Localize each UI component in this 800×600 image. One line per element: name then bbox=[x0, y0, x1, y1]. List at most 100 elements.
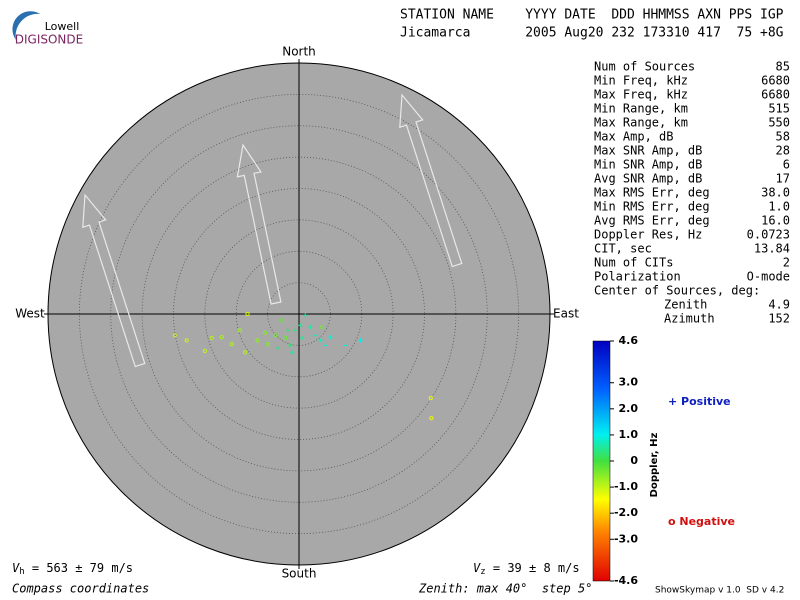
header-values: Jicamarca 2005 Aug20 232 173310 417 75 +… bbox=[400, 26, 784, 41]
zenith-note: Zenith: max 40° step 5° bbox=[418, 582, 592, 596]
stat-value: 13.84 bbox=[754, 242, 790, 256]
colorbar-tick-label: 1.0 bbox=[619, 428, 639, 441]
stat-label: CIT, sec bbox=[594, 242, 652, 256]
colorbar-tick-label: 4.6 bbox=[619, 334, 639, 347]
colorbar-tick-label: -3.0 bbox=[614, 532, 638, 545]
center-value: 152 bbox=[768, 312, 790, 326]
logo-top: Lowell bbox=[45, 20, 80, 33]
stat-value: 6680 bbox=[761, 74, 790, 88]
stat-value: 28 bbox=[776, 144, 790, 158]
stat-value: 0.0723 bbox=[747, 228, 790, 242]
source-negative bbox=[429, 416, 434, 421]
source-negative bbox=[279, 318, 285, 323]
source-negative bbox=[245, 311, 250, 317]
source-negative bbox=[283, 335, 288, 340]
drift-arrow bbox=[82, 193, 146, 368]
source-negative bbox=[172, 333, 177, 338]
stat-value: 38.0 bbox=[761, 186, 790, 200]
v-value: = 563 ± 79 m/s bbox=[25, 561, 133, 575]
source-negative bbox=[219, 335, 224, 340]
source-negative bbox=[255, 338, 260, 343]
colorbar-tick-label: -4.6 bbox=[614, 574, 638, 587]
stat-label: Max Range, km bbox=[594, 116, 688, 130]
stat-value: 16.0 bbox=[761, 214, 790, 228]
compass-west: West bbox=[15, 307, 45, 321]
source-positive bbox=[308, 325, 313, 330]
stat-value: 550 bbox=[768, 116, 790, 130]
v-subscript: z bbox=[480, 567, 485, 577]
source-positive bbox=[285, 328, 290, 333]
stat-label: Min Freq, kHz bbox=[594, 74, 688, 88]
stat-label: Doppler Res, Hz bbox=[594, 228, 702, 242]
logo-bottom: DIGISONDE bbox=[15, 33, 83, 47]
stat-label: Num of Sources bbox=[594, 60, 695, 74]
stat-label: Max Amp, dB bbox=[594, 130, 673, 144]
source-negative bbox=[263, 330, 268, 335]
source-negative bbox=[229, 342, 234, 347]
coords-note: Compass coordinates bbox=[12, 582, 149, 596]
source-positive bbox=[343, 343, 348, 348]
stat-value: 515 bbox=[768, 102, 790, 116]
colorbar-tick-label: 3.0 bbox=[619, 376, 639, 389]
source-positive bbox=[303, 313, 308, 318]
compass-north: North bbox=[282, 45, 316, 59]
center-title: Center of Sources, deg: bbox=[594, 284, 760, 298]
colorbar-ticks: 4.6 3.0 2.0 1.0 0 -1.0 -2.0 -3.0 -4.6 bbox=[610, 334, 638, 587]
stat-label: Max Freq, kHz bbox=[594, 88, 688, 102]
source-positive bbox=[300, 335, 305, 340]
stat-value: O-mode bbox=[747, 270, 790, 284]
source-positive bbox=[288, 343, 293, 348]
version: ShowSkymap v 1.0 SD v 4.2 bbox=[655, 586, 784, 596]
source-negative bbox=[320, 325, 325, 330]
colorbar-tick-label: -2.0 bbox=[614, 506, 638, 519]
drift-arrow bbox=[399, 93, 463, 268]
header-labels: STATION NAME YYYY DATE DDD HHMMSS AXN PP… bbox=[400, 8, 784, 23]
stat-value: 58 bbox=[776, 130, 790, 144]
stat-label: Min Range, km bbox=[594, 102, 688, 116]
source-negative bbox=[242, 350, 248, 355]
stat-value: 6680 bbox=[761, 88, 790, 102]
stat-label: Min RMS Err, deg bbox=[594, 200, 710, 214]
source-positive bbox=[358, 338, 363, 343]
v-value: = 39 ± 8 m/s bbox=[486, 561, 580, 575]
source-negative bbox=[237, 328, 243, 333]
stat-value: 85 bbox=[776, 60, 790, 74]
source-negative bbox=[209, 335, 214, 340]
stats-panel: Num of Sources 85 Min Freq, kHz 6680 Max Fre… bbox=[594, 60, 790, 326]
source-positive bbox=[293, 328, 298, 333]
stat-label: Avg RMS Err, deg bbox=[594, 214, 710, 228]
source-positive bbox=[318, 338, 323, 343]
source-negative bbox=[273, 333, 278, 338]
stat-value: 6 bbox=[783, 158, 790, 172]
center-label: Zenith bbox=[664, 298, 707, 312]
v-symbol: V bbox=[12, 561, 20, 575]
stat-value: 1.0 bbox=[768, 200, 790, 214]
compass-east: East bbox=[553, 307, 579, 321]
stat-label: Max RMS Err, deg bbox=[594, 186, 710, 200]
center-value: 4.9 bbox=[768, 298, 790, 312]
center-label: Azimuth bbox=[664, 312, 715, 326]
stat-value: 2 bbox=[783, 256, 790, 270]
v-symbol: V bbox=[473, 561, 481, 575]
legend-negative: o Negative bbox=[668, 515, 735, 528]
stat-label: Avg SNR Amp, dB bbox=[594, 172, 702, 186]
colorbar-title: Doppler, Hz bbox=[649, 433, 660, 498]
stat-label: Num of CITs bbox=[594, 256, 673, 270]
colorbar-tick-label: 2.0 bbox=[619, 402, 639, 415]
compass-south: South bbox=[282, 567, 317, 581]
source-negative bbox=[202, 348, 207, 354]
stat-value: 17 bbox=[776, 172, 790, 186]
stat-label: Min SNR Amp, dB bbox=[594, 158, 702, 172]
sky-map bbox=[44, 59, 554, 569]
stat-label: Max SNR Amp, dB bbox=[594, 144, 702, 158]
source-negative bbox=[184, 338, 189, 343]
logo-swoosh bbox=[12, 11, 40, 40]
v-subscript: h bbox=[19, 567, 24, 577]
colorbar-tick-label: -1.0 bbox=[614, 480, 638, 493]
stat-label: Polarization bbox=[594, 270, 681, 284]
source-negative bbox=[428, 395, 433, 401]
source-positive bbox=[275, 345, 280, 350]
source-positive bbox=[290, 350, 295, 355]
source-positive bbox=[328, 335, 333, 340]
